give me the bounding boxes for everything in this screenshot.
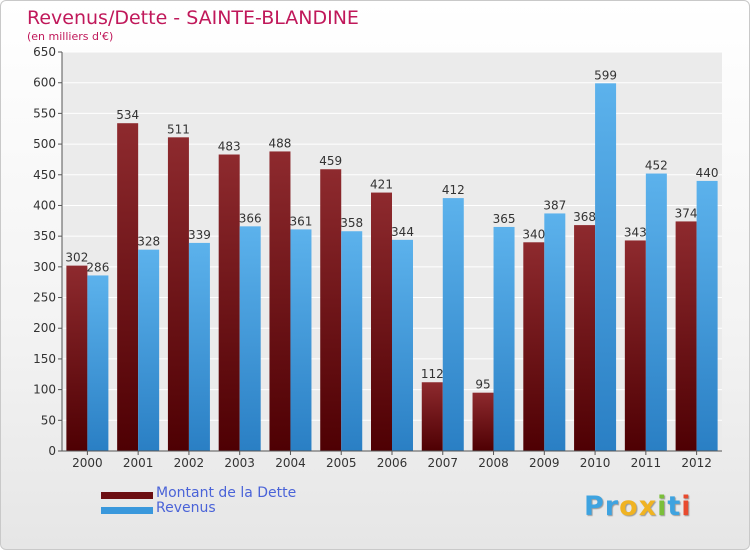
data-label-debt: 534 xyxy=(116,108,139,122)
data-label-revenus: 599 xyxy=(594,68,617,82)
y-tick-label: 650 xyxy=(33,45,56,59)
data-label-debt: 511 xyxy=(167,122,190,136)
x-tick-label: 2009 xyxy=(529,456,560,470)
chart-title: Revenus/Dette - SAINTE-BLANDINE xyxy=(27,7,359,29)
y-tick-label: 300 xyxy=(33,260,56,274)
data-label-revenus: 361 xyxy=(290,214,313,228)
logo-letter: i xyxy=(657,491,668,522)
legend-label-debt: Montant de la Dette xyxy=(156,485,297,501)
y-tick-label: 500 xyxy=(33,137,56,151)
logo-letter: t xyxy=(667,491,682,522)
bar-revenus xyxy=(595,83,617,451)
data-label-debt: 368 xyxy=(573,210,596,224)
y-tick-label: 450 xyxy=(33,168,56,182)
y-tick-label: 150 xyxy=(33,352,56,366)
bar-debt xyxy=(574,225,596,451)
bar-revenus xyxy=(188,242,210,451)
x-tick-label: 2003 xyxy=(224,456,255,470)
data-label-revenus: 387 xyxy=(543,198,566,212)
y-tick-label: 350 xyxy=(33,229,56,243)
bar-debt xyxy=(472,392,494,451)
data-label-revenus: 365 xyxy=(493,212,516,226)
bar-debt xyxy=(117,123,139,452)
data-label-debt: 343 xyxy=(624,225,647,239)
y-tick-label: 600 xyxy=(33,76,56,90)
bar-debt xyxy=(218,154,240,451)
x-tick-label: 2012 xyxy=(681,456,712,470)
bar-revenus xyxy=(493,226,515,451)
bar-debt xyxy=(269,151,291,452)
logo-letter: i xyxy=(681,491,692,522)
data-label-revenus: 344 xyxy=(391,225,414,239)
x-tick-label: 2004 xyxy=(275,456,306,470)
data-label-revenus: 366 xyxy=(239,211,262,225)
proxiti-logo: Proxiti xyxy=(584,491,692,522)
logo-letter: o xyxy=(619,491,639,522)
data-label-revenus: 339 xyxy=(188,228,211,242)
bar-debt xyxy=(320,169,342,451)
y-tick-label: 200 xyxy=(33,321,56,335)
bar-debt xyxy=(523,242,545,451)
x-tick-label: 2007 xyxy=(427,456,458,470)
logo-letter: r xyxy=(604,491,620,522)
x-tick-label: 2006 xyxy=(377,456,408,470)
bar-revenus xyxy=(341,231,363,451)
x-tick-label: 2001 xyxy=(123,456,154,470)
x-tick-label: 2010 xyxy=(580,456,611,470)
bar-revenus xyxy=(87,275,109,451)
data-label-debt: 374 xyxy=(675,206,698,220)
x-tick-label: 2008 xyxy=(478,456,509,470)
axes: 0 50 100 150 200 250 300 350 400 450 500 550 600 650 2… xyxy=(33,45,722,470)
y-tick-label: 550 xyxy=(33,106,56,120)
data-label-debt: 483 xyxy=(218,140,241,154)
y-tick-label: 0 xyxy=(48,444,56,458)
bar-revenus xyxy=(645,173,667,451)
chart-subtitle: (en milliers d'€) xyxy=(27,30,114,43)
bar-revenus xyxy=(239,226,261,451)
data-label-revenus: 286 xyxy=(86,260,109,274)
bar-revenus xyxy=(442,198,464,451)
bar-revenus xyxy=(392,239,413,451)
bar-debt xyxy=(624,240,646,451)
legend-swatch-debt xyxy=(101,492,153,499)
legend-label-revenus: Revenus xyxy=(156,500,216,516)
y-tick-label: 50 xyxy=(41,413,56,427)
data-label-debt: 112 xyxy=(421,367,444,381)
logo-letter: x xyxy=(638,491,658,522)
y-tick-label: 400 xyxy=(33,198,56,212)
bar-debt xyxy=(167,137,189,451)
data-label-revenus: 440 xyxy=(696,166,719,180)
bar-debt xyxy=(421,382,443,451)
data-label-debt: 302 xyxy=(65,251,88,265)
bar-debt xyxy=(675,221,697,451)
data-label-debt: 488 xyxy=(269,136,292,150)
x-tick-label: 2011 xyxy=(631,456,662,470)
y-tick-label: 100 xyxy=(33,383,56,397)
legend-swatch-revenus xyxy=(101,507,153,514)
x-tick-label: 2000 xyxy=(72,456,103,470)
bar-revenus xyxy=(138,249,160,451)
x-tick-label: 2002 xyxy=(174,456,205,470)
bar-debt xyxy=(66,265,88,451)
bar-revenus xyxy=(544,213,566,451)
y-tick-label: 250 xyxy=(33,291,56,305)
data-label-debt: 95 xyxy=(475,378,490,392)
data-label-revenus: 358 xyxy=(340,216,363,230)
logo-letter: P xyxy=(584,491,605,522)
data-label-revenus: 412 xyxy=(442,183,465,197)
bar-revenus xyxy=(290,229,312,451)
data-label-debt: 459 xyxy=(319,154,342,168)
bars xyxy=(66,83,718,452)
data-label-debt: 421 xyxy=(370,178,393,192)
data-label-debt: 340 xyxy=(522,227,545,241)
bar-debt xyxy=(371,192,392,451)
bar-revenus xyxy=(696,180,718,451)
data-label-revenus: 452 xyxy=(645,159,668,173)
data-label-revenus: 328 xyxy=(137,235,160,249)
x-tick-label: 2005 xyxy=(326,456,357,470)
